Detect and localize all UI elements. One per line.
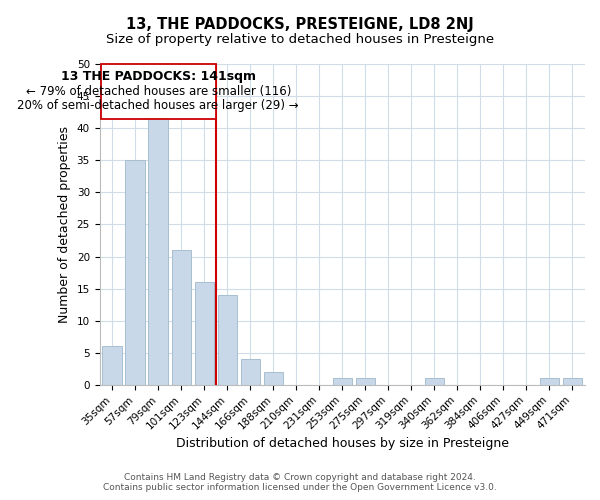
Bar bbox=[263, 372, 283, 385]
FancyBboxPatch shape bbox=[101, 64, 216, 118]
Bar bbox=[539, 378, 559, 385]
Text: ← 79% of detached houses are smaller (116): ← 79% of detached houses are smaller (11… bbox=[26, 84, 291, 98]
Bar bbox=[218, 295, 237, 385]
Bar bbox=[194, 282, 214, 385]
Text: Size of property relative to detached houses in Presteigne: Size of property relative to detached ho… bbox=[106, 32, 494, 46]
Text: 13, THE PADDOCKS, PRESTEIGNE, LD8 2NJ: 13, THE PADDOCKS, PRESTEIGNE, LD8 2NJ bbox=[126, 18, 474, 32]
Bar bbox=[425, 378, 444, 385]
Bar bbox=[563, 378, 582, 385]
Bar bbox=[148, 116, 168, 385]
Bar bbox=[103, 346, 122, 385]
Bar bbox=[172, 250, 191, 385]
Bar bbox=[125, 160, 145, 385]
Bar bbox=[241, 359, 260, 385]
Text: 13 THE PADDOCKS: 141sqm: 13 THE PADDOCKS: 141sqm bbox=[61, 70, 256, 84]
Text: 20% of semi-detached houses are larger (29) →: 20% of semi-detached houses are larger (… bbox=[17, 100, 299, 112]
Text: Contains HM Land Registry data © Crown copyright and database right 2024.
Contai: Contains HM Land Registry data © Crown c… bbox=[103, 473, 497, 492]
Bar bbox=[332, 378, 352, 385]
Bar bbox=[356, 378, 375, 385]
Y-axis label: Number of detached properties: Number of detached properties bbox=[58, 126, 71, 323]
X-axis label: Distribution of detached houses by size in Presteigne: Distribution of detached houses by size … bbox=[176, 437, 509, 450]
